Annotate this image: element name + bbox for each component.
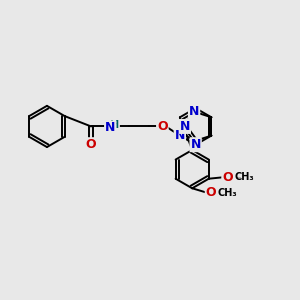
Text: N: N — [175, 129, 185, 142]
Text: O: O — [206, 186, 216, 199]
Text: methyl: methyl — [236, 177, 241, 178]
Text: N: N — [105, 122, 116, 134]
Text: CH₃: CH₃ — [218, 188, 237, 198]
Text: N: N — [189, 105, 199, 118]
Text: O: O — [222, 171, 233, 184]
Text: N: N — [190, 138, 201, 151]
Text: H: H — [110, 120, 119, 130]
Text: N: N — [180, 120, 190, 133]
Text: O: O — [157, 120, 168, 133]
Text: CH₃: CH₃ — [234, 172, 254, 182]
Text: O: O — [86, 138, 96, 151]
